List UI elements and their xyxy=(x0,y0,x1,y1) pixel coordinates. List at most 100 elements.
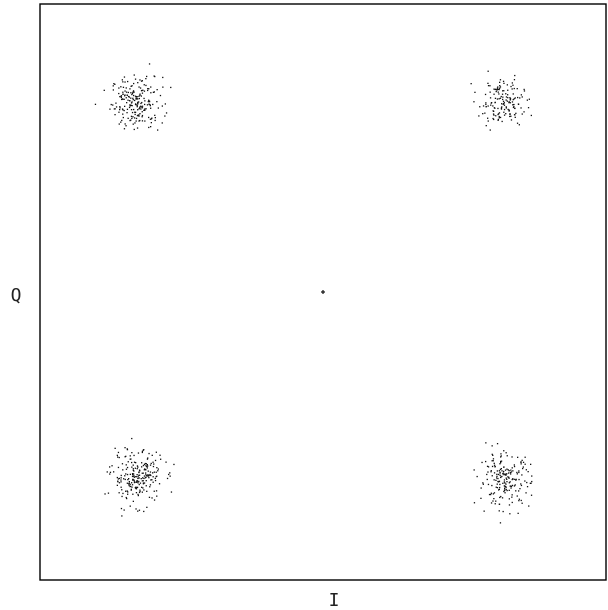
data-point xyxy=(130,458,132,460)
data-point xyxy=(528,98,530,100)
data-point xyxy=(141,80,143,82)
data-point xyxy=(510,471,513,473)
data-point xyxy=(487,117,489,119)
data-point xyxy=(134,111,136,113)
data-point xyxy=(494,503,496,505)
data-point xyxy=(104,493,106,495)
data-point xyxy=(138,114,140,116)
data-point xyxy=(138,97,140,100)
data-point xyxy=(520,483,522,485)
data-point xyxy=(514,74,516,77)
data-point xyxy=(139,93,141,95)
data-point xyxy=(496,473,498,475)
symbol-cluster-1 xyxy=(94,63,172,131)
data-point xyxy=(121,108,124,110)
data-point xyxy=(154,459,157,462)
y-axis-label: Q xyxy=(11,285,22,306)
data-point xyxy=(137,82,139,84)
data-point xyxy=(133,475,135,477)
data-point xyxy=(132,91,134,93)
data-point xyxy=(501,93,504,95)
data-point xyxy=(132,469,134,471)
data-point xyxy=(508,110,510,112)
data-point xyxy=(143,449,145,451)
data-point xyxy=(137,103,139,105)
data-point xyxy=(132,116,134,118)
data-point xyxy=(503,479,506,481)
data-point xyxy=(516,88,518,90)
data-point xyxy=(138,108,140,110)
data-point xyxy=(126,473,129,476)
data-point xyxy=(131,466,133,468)
data-point xyxy=(152,472,154,474)
data-point xyxy=(124,456,126,458)
data-point xyxy=(129,505,131,507)
data-point xyxy=(133,461,136,463)
data-point xyxy=(136,106,138,108)
data-point xyxy=(114,447,116,449)
data-point xyxy=(153,490,155,492)
data-point xyxy=(496,89,498,91)
data-point xyxy=(504,473,506,475)
data-point xyxy=(122,98,124,100)
data-point xyxy=(487,466,490,468)
data-point xyxy=(507,108,509,111)
data-point xyxy=(509,115,511,118)
data-point xyxy=(492,458,495,460)
data-point xyxy=(133,476,135,478)
data-point xyxy=(510,469,512,471)
data-point xyxy=(509,98,512,100)
data-point xyxy=(494,101,496,103)
data-point xyxy=(152,476,154,478)
data-point xyxy=(159,94,162,97)
data-point xyxy=(132,99,134,101)
data-point xyxy=(136,480,138,482)
data-point xyxy=(510,85,512,88)
data-point xyxy=(498,503,501,505)
data-point xyxy=(138,471,140,473)
data-point xyxy=(134,78,137,80)
data-point xyxy=(150,118,153,120)
data-point xyxy=(150,474,152,477)
data-point xyxy=(485,125,487,127)
data-point xyxy=(497,91,499,93)
data-point xyxy=(137,477,139,480)
data-point xyxy=(508,472,510,474)
data-point xyxy=(514,484,516,486)
data-point xyxy=(145,108,147,110)
data-point xyxy=(142,472,144,474)
data-point xyxy=(494,97,497,99)
data-point xyxy=(514,97,516,99)
data-point xyxy=(157,468,159,470)
data-point xyxy=(165,461,167,463)
data-point xyxy=(491,465,494,468)
data-point xyxy=(503,82,505,84)
data-point xyxy=(123,478,125,480)
data-point xyxy=(112,89,114,91)
data-point xyxy=(150,126,152,128)
data-point xyxy=(160,458,162,460)
data-point xyxy=(507,89,509,91)
data-point xyxy=(145,485,147,487)
data-point xyxy=(520,499,522,502)
data-point xyxy=(118,87,120,89)
data-point xyxy=(511,101,514,103)
data-point xyxy=(154,75,156,78)
data-point xyxy=(110,103,112,106)
data-point xyxy=(531,475,533,477)
data-point xyxy=(499,463,501,465)
data-point xyxy=(506,481,508,483)
data-point xyxy=(159,454,161,456)
data-point xyxy=(128,484,130,487)
data-point xyxy=(489,91,491,93)
data-point xyxy=(124,475,126,477)
data-point xyxy=(493,462,495,464)
data-point xyxy=(526,486,529,488)
data-point xyxy=(512,478,514,480)
data-point xyxy=(505,96,508,98)
data-point xyxy=(146,467,148,469)
data-point xyxy=(133,473,135,475)
data-point xyxy=(150,122,152,124)
data-point xyxy=(138,95,140,97)
data-point xyxy=(500,462,502,464)
